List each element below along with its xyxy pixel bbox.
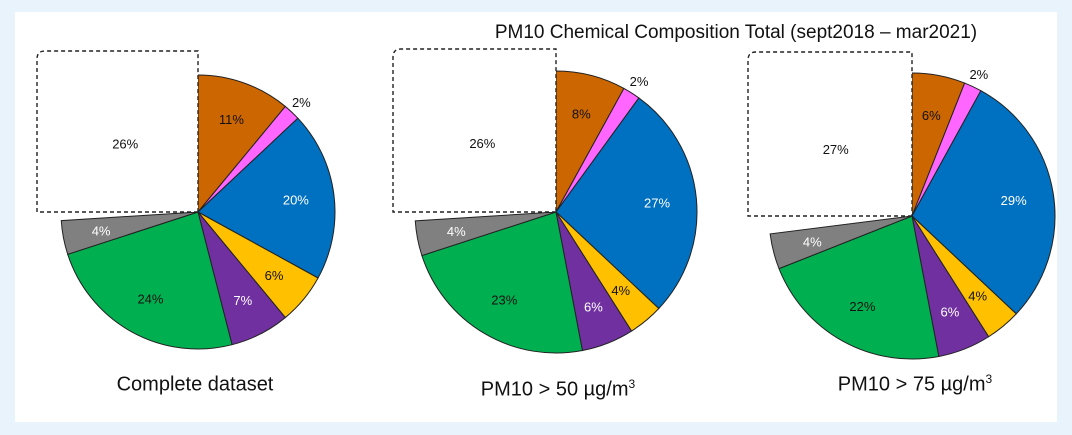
pie-charts: 11% 2% 20% 6% 7% 24% 4% 26% 8% 2% 27% 4% 6% 23% 4% 26% 6…	[36, 48, 1056, 360]
slice-gray	[60, 211, 199, 255]
caption-text: PM10 > 75 µg/m	[837, 373, 986, 396]
slice-label: 11%	[219, 112, 244, 127]
slice-unidentified	[392, 48, 557, 213]
slice-label: 27%	[644, 195, 670, 210]
slice-green	[67, 211, 233, 350]
caption-complete-dataset: Complete dataset	[45, 372, 345, 397]
slice-label: 7%	[233, 293, 252, 308]
slice-label: 2%	[969, 67, 988, 82]
slice-label: 29%	[1001, 193, 1027, 208]
figure-frame: PM10 Chemical Composition Total (sept201…	[15, 12, 1057, 422]
slice-label: 2%	[630, 74, 649, 89]
caption-text: PM10 > 50 µg/m	[480, 378, 629, 401]
slice-blue	[197, 117, 336, 279]
slice-unidentified	[747, 51, 913, 217]
slice-label: 20%	[283, 193, 309, 208]
slice-label: 8%	[572, 107, 591, 122]
slice-unidentified	[36, 50, 199, 213]
slice-label: 27%	[823, 142, 849, 157]
slice-green	[421, 211, 584, 354]
slice-label: 22%	[849, 299, 875, 314]
caption-pm10-75: PM10 > 75 µg/m3	[765, 372, 1065, 397]
caption-pm10-50: PM10 > 50 µg/m3	[408, 377, 708, 402]
slice-brown	[197, 74, 287, 214]
slice-blue	[911, 90, 1056, 315]
slice-label: 2%	[292, 95, 311, 110]
slice-label: 4%	[611, 283, 630, 298]
slice-label: 23%	[491, 292, 517, 307]
slice-label: 6%	[941, 305, 960, 320]
caption-sup: 3	[985, 372, 993, 386]
chart-title: PM10 Chemical Composition Total (sept201…	[494, 22, 978, 43]
slice-label: 26%	[112, 137, 138, 152]
slice-gray	[769, 215, 913, 270]
caption-text: Complete dataset	[116, 373, 274, 396]
slice-label: 6%	[265, 268, 284, 283]
slice-label: 6%	[922, 108, 941, 123]
slice-label: 6%	[584, 299, 603, 314]
slice-label: 4%	[447, 224, 466, 239]
slice-blue	[555, 97, 698, 310]
slice-label: 4%	[803, 235, 822, 250]
caption-sup: 3	[628, 377, 636, 391]
slice-label: 26%	[469, 136, 495, 151]
slice-green	[778, 215, 940, 360]
slice-label: 4%	[92, 223, 111, 238]
slice-label: 4%	[968, 288, 987, 303]
slice-gray	[414, 211, 557, 257]
slice-label: 24%	[137, 291, 163, 306]
